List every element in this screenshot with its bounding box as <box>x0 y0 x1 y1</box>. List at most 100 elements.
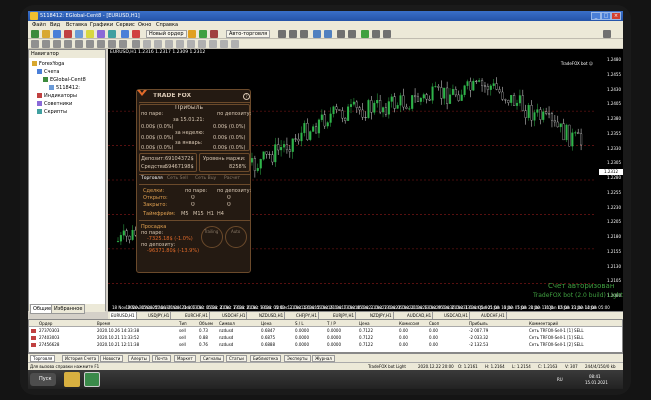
h4-icon[interactable] <box>198 40 206 48</box>
nav-account[interactable]: 5118412: <box>49 85 80 91</box>
candle-chart-icon[interactable] <box>289 30 297 38</box>
symbol-tab[interactable]: AUDCHF,H1 <box>481 312 507 320</box>
menu-charts[interactable]: Графики <box>90 22 114 28</box>
menu-insert[interactable]: Вставка <box>66 22 88 28</box>
new-chart-icon[interactable] <box>31 30 39 38</box>
data-window-icon[interactable] <box>64 30 72 38</box>
m5-icon[interactable] <box>154 40 162 48</box>
fibo-icon[interactable] <box>97 40 105 48</box>
text-icon[interactable] <box>108 40 116 48</box>
mn-icon[interactable] <box>231 40 239 48</box>
table-row[interactable]: 27403003 2020.10.21 11:33:52 sell 0.88 nzdus… <box>29 335 622 341</box>
symbol-tab[interactable]: NZDUSD,H1 <box>259 312 286 320</box>
column-header[interactable]: Цена <box>359 321 370 326</box>
tab-buy-grid[interactable]: Сеть Buy <box>195 176 217 181</box>
table-row[interactable]: 27370303 2020.10.26 14:33:38 sell 0.73 nzdus… <box>29 328 622 334</box>
terminal-tab[interactable]: Почта <box>152 355 171 362</box>
m30-icon[interactable] <box>176 40 184 48</box>
column-header[interactable]: Тип <box>179 321 187 326</box>
d1-icon[interactable] <box>209 40 217 48</box>
m15-icon[interactable] <box>165 40 173 48</box>
symbol-tab[interactable]: EURJPY,H1 <box>333 312 357 320</box>
nav-root[interactable]: ForexYoga <box>32 61 64 67</box>
tab-favorites[interactable]: Избранное <box>51 304 86 314</box>
nav-server[interactable]: EGlobal-Cent8 <box>43 77 86 83</box>
label-icon[interactable] <box>119 40 127 48</box>
metatrader-taskbar-icon[interactable] <box>84 372 100 387</box>
crosshair-icon[interactable] <box>42 40 50 48</box>
explorer-icon[interactable] <box>64 372 80 387</box>
status-profile[interactable]: TradeFOX bot Light <box>368 364 406 369</box>
symbol-tab[interactable]: EURUSD,H1 <box>110 312 137 320</box>
periods-icon[interactable] <box>372 30 380 38</box>
symbol-tab[interactable]: USDCAD,H1 <box>444 312 470 320</box>
tab-trading[interactable]: Торговля <box>141 176 163 181</box>
column-header[interactable]: S / L <box>295 321 304 326</box>
symbol-tab[interactable]: AUDCAD,H1 <box>407 312 434 320</box>
menu-view[interactable]: Вид <box>50 22 61 28</box>
terminal-tab[interactable]: Торговля <box>30 355 56 362</box>
terminal-tab[interactable]: Маркет <box>174 355 196 362</box>
maximize-button[interactable]: □ <box>601 12 611 20</box>
tile-icon[interactable] <box>108 30 116 38</box>
column-header[interactable]: Своп <box>429 321 440 326</box>
close-button[interactable]: × <box>611 12 621 20</box>
terminal-tab[interactable]: Сигналы <box>200 355 225 362</box>
tf-m15[interactable]: M15 <box>193 211 204 217</box>
terminal-icon[interactable] <box>86 30 94 38</box>
symbol-tab[interactable]: USDJPY,H1 <box>148 312 172 320</box>
auto-button[interactable] <box>225 226 247 248</box>
profiles-icon[interactable] <box>42 30 50 38</box>
table-row[interactable]: 27456628 2020.10.21 12:11:38 sell 0.76 nzdus… <box>29 342 622 348</box>
symbol-tab[interactable]: NZDJPY,H1 <box>370 312 394 320</box>
tab-sell-grid[interactable]: Сеть Sell <box>167 176 188 181</box>
tf-h4[interactable]: H4 <box>217 211 224 217</box>
market-watch-icon[interactable] <box>53 30 61 38</box>
help-button[interactable]: ? <box>243 93 250 100</box>
trendline-icon[interactable] <box>75 40 83 48</box>
chart-shift-icon[interactable] <box>348 30 356 38</box>
cascade-icon[interactable] <box>121 30 129 38</box>
new-order-button[interactable]: Новый ордер <box>146 30 187 38</box>
indicators-icon[interactable] <box>361 30 369 38</box>
terminal-tab[interactable]: Журнал <box>312 355 335 362</box>
expert-icon[interactable] <box>199 30 207 38</box>
terminal-tab[interactable]: Эксперты <box>284 355 311 362</box>
column-header[interactable]: Прибыль <box>469 321 488 326</box>
menu-help[interactable]: Справка <box>156 22 179 28</box>
column-header[interactable]: Объем <box>199 321 213 326</box>
autoscroll-icon[interactable] <box>337 30 345 38</box>
terminal-tab[interactable]: Библиотека <box>250 355 282 362</box>
m1-icon[interactable] <box>143 40 151 48</box>
meta-editor-icon[interactable] <box>188 30 196 38</box>
terminal-tab[interactable]: Алерты <box>128 355 150 362</box>
terminal-tab[interactable]: История Счета <box>62 355 100 362</box>
column-header[interactable]: Ордер <box>39 321 53 326</box>
tf-h1[interactable]: H1 <box>207 211 214 217</box>
column-header[interactable]: Комментарий <box>529 321 558 326</box>
terminal-tab[interactable]: Новости <box>100 355 124 362</box>
vertical-line-icon[interactable] <box>53 40 61 48</box>
column-header[interactable]: Комиссия <box>399 321 420 326</box>
tab-calc[interactable]: Расчет <box>224 176 240 181</box>
symbol-tab[interactable]: USDCHF,H1 <box>222 312 248 320</box>
column-header[interactable]: Цена <box>261 321 272 326</box>
nav-scripts[interactable]: Скрипты <box>37 109 67 115</box>
zoom-in-icon[interactable] <box>313 30 321 38</box>
column-header[interactable]: T / P <box>327 321 336 326</box>
channel-icon[interactable] <box>86 40 94 48</box>
h1-icon[interactable] <box>187 40 195 48</box>
search-icon[interactable] <box>603 30 611 38</box>
cursor-icon[interactable] <box>31 40 39 48</box>
start-button[interactable]: Пуск <box>30 373 56 386</box>
nav-accounts[interactable]: Счета <box>37 69 60 75</box>
menu-file[interactable]: Файл <box>32 22 46 28</box>
price-chart[interactable]: EURUSD,H1 1.2316 1.2317 1.2309 1.2312 Tr… <box>108 49 623 311</box>
minimize-button[interactable]: _ <box>591 12 601 20</box>
bar-chart-icon[interactable] <box>278 30 286 38</box>
zoom-out-icon[interactable] <box>324 30 332 38</box>
column-header[interactable]: Символ <box>219 321 235 326</box>
terminal-tab[interactable]: Статьи <box>226 355 247 362</box>
trailing-button[interactable] <box>201 226 223 248</box>
symbol-tab[interactable]: CHFJPY,H1 <box>296 312 319 320</box>
